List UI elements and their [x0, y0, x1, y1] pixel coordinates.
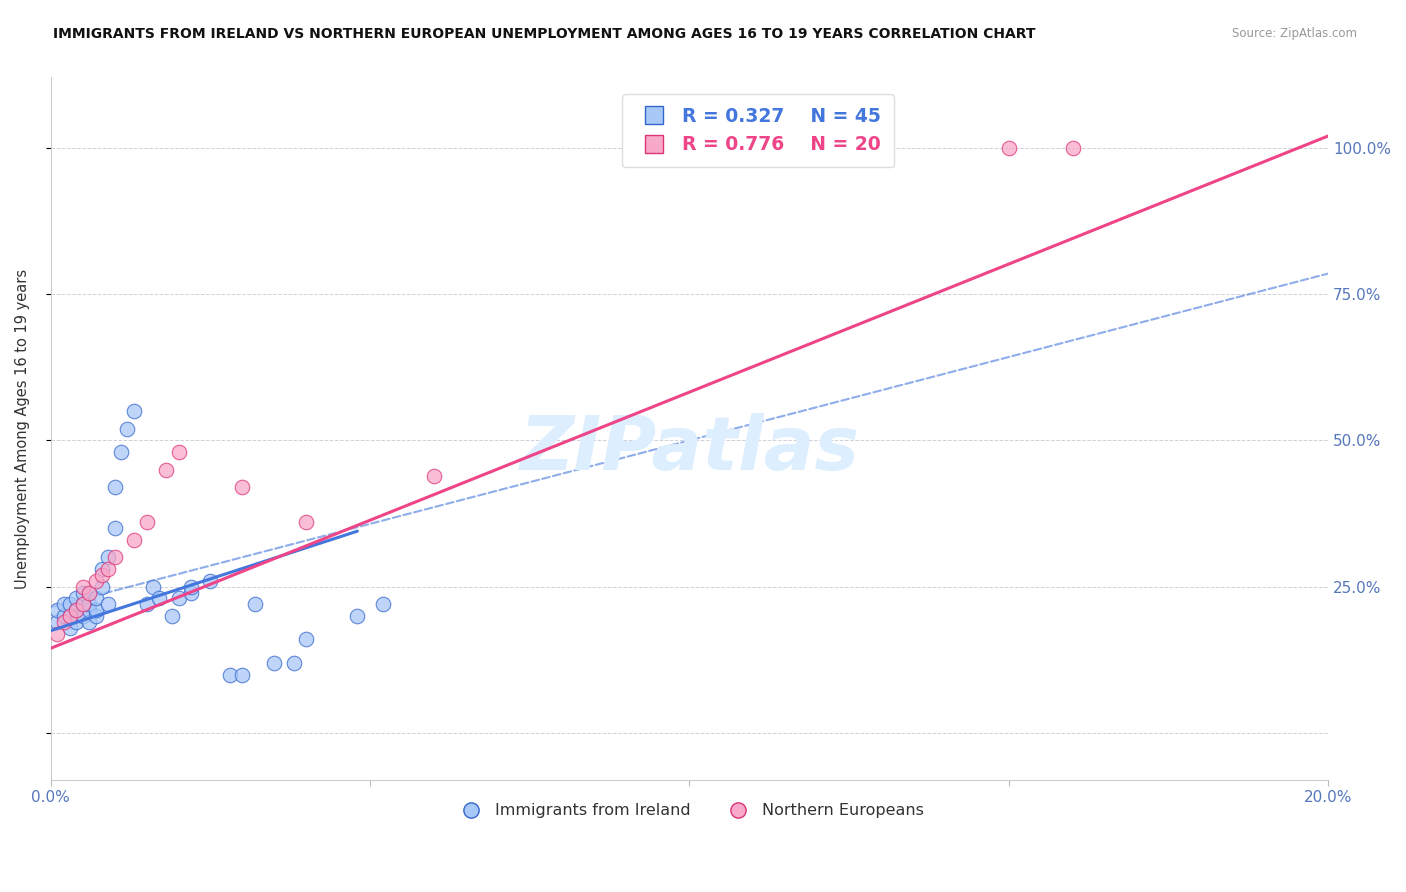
Point	[104, 521, 127, 535]
Point	[77, 585, 100, 599]
Point	[245, 597, 267, 611]
Legend: Immigrants from Ireland, Northern Europeans: Immigrants from Ireland, Northern Europe…	[449, 797, 931, 825]
Text: Source: ZipAtlas.com: Source: ZipAtlas.com	[1232, 27, 1357, 40]
Point	[90, 580, 112, 594]
Point	[263, 656, 285, 670]
Point	[998, 141, 1021, 155]
Text: ZIPatlas: ZIPatlas	[519, 413, 859, 486]
Point	[160, 609, 183, 624]
Point	[59, 621, 82, 635]
Point	[295, 516, 318, 530]
Point	[283, 656, 305, 670]
Point	[77, 615, 100, 629]
Point	[52, 597, 75, 611]
Point	[65, 603, 87, 617]
Point	[97, 562, 120, 576]
Point	[167, 445, 190, 459]
Point	[52, 609, 75, 624]
Point	[104, 550, 127, 565]
Point	[104, 480, 127, 494]
Point	[110, 445, 132, 459]
Point	[122, 404, 145, 418]
Point	[142, 580, 165, 594]
Point	[65, 591, 87, 606]
Point	[155, 463, 177, 477]
Point	[59, 609, 82, 624]
Point	[59, 597, 82, 611]
Point	[122, 533, 145, 547]
Point	[180, 580, 202, 594]
Point	[84, 603, 107, 617]
Point	[72, 580, 94, 594]
Point	[77, 585, 100, 599]
Point	[72, 585, 94, 599]
Point	[231, 480, 253, 494]
Point	[59, 609, 82, 624]
Point	[117, 422, 139, 436]
Point	[84, 574, 107, 588]
Point	[72, 597, 94, 611]
Point	[371, 597, 394, 611]
Point	[46, 615, 69, 629]
Point	[200, 574, 222, 588]
Point	[77, 597, 100, 611]
Point	[90, 568, 112, 582]
Point	[46, 603, 69, 617]
Point	[90, 562, 112, 576]
Point	[423, 468, 446, 483]
Point	[46, 626, 69, 640]
Point	[97, 597, 120, 611]
Point	[135, 597, 157, 611]
Point	[1062, 141, 1084, 155]
Point	[72, 609, 94, 624]
Point	[84, 591, 107, 606]
Point	[295, 632, 318, 647]
Point	[231, 667, 253, 681]
Y-axis label: Unemployment Among Ages 16 to 19 years: Unemployment Among Ages 16 to 19 years	[15, 268, 30, 589]
Text: IMMIGRANTS FROM IRELAND VS NORTHERN EUROPEAN UNEMPLOYMENT AMONG AGES 16 TO 19 YE: IMMIGRANTS FROM IRELAND VS NORTHERN EURO…	[53, 27, 1036, 41]
Point	[346, 609, 368, 624]
Point	[65, 603, 87, 617]
Point	[84, 609, 107, 624]
Point	[77, 603, 100, 617]
Point	[218, 667, 240, 681]
Point	[72, 597, 94, 611]
Point	[135, 516, 157, 530]
Point	[97, 550, 120, 565]
Point	[52, 615, 75, 629]
Point	[65, 615, 87, 629]
Point	[167, 591, 190, 606]
Point	[148, 591, 170, 606]
Point	[180, 585, 202, 599]
